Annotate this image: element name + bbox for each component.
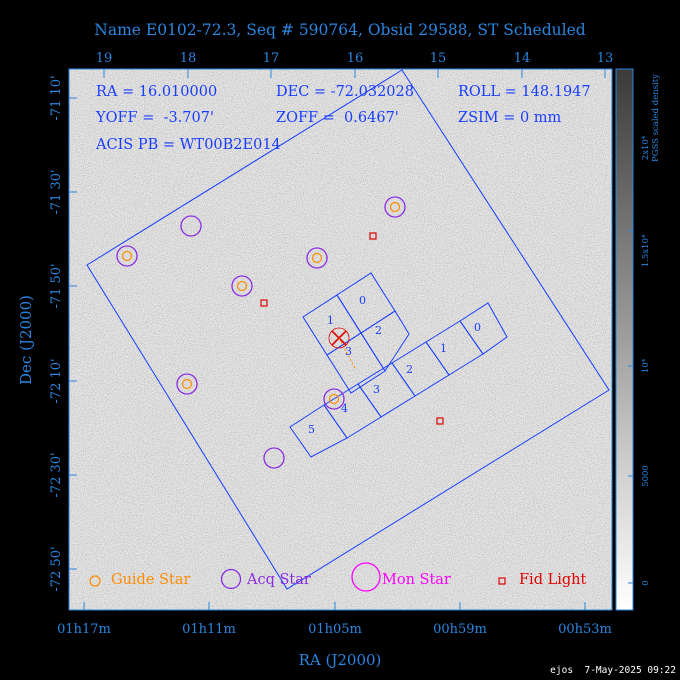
dec-tick-label: -71 30': [49, 169, 64, 214]
ra-tick-label: 01h17m: [57, 622, 111, 637]
top-tick-label: 14: [514, 51, 531, 66]
chip-label-i1: 1: [327, 314, 334, 327]
chip-i2: [360, 310, 410, 372]
dec-tick-label: -71 50': [49, 263, 64, 308]
guide-star: [328, 393, 340, 405]
legend-mon-icon: [351, 562, 381, 592]
chip-label-s1: 1: [440, 342, 447, 355]
ra-tick-label: 00h59m: [433, 622, 487, 637]
top-tick-label: 16: [347, 51, 364, 66]
chip-label-i0: 0: [359, 294, 366, 307]
x-axis-label: RA (J2000): [299, 651, 382, 669]
fid-light: [260, 299, 268, 307]
plot-title: Name E0102-72.3, Seq # 590764, Obsid 295…: [94, 21, 585, 39]
acis-s-array: [289, 302, 508, 458]
legend-mon-label: Mon Star: [382, 572, 451, 588]
legend-guide-label: Guide Star: [111, 572, 190, 588]
colorbar-tick: 1.5x10⁴: [641, 234, 651, 267]
info-zoff: ZOFF = 0.6467': [276, 110, 399, 126]
chip-s0: [459, 302, 508, 355]
info-yoff: YOFF = -3.707': [95, 110, 214, 126]
acq-star: [323, 388, 345, 410]
guide-star: [236, 280, 248, 292]
guide-star: [389, 201, 401, 213]
acq-star: [180, 215, 202, 237]
info-acis: ACIS PB = WT00B2E014: [95, 137, 281, 153]
acq-star: [231, 275, 253, 297]
colorbar-title-2: PGSS scaled density: [651, 74, 661, 162]
chip-label-s3: 3: [373, 383, 380, 396]
info-dec: DEC = -72.032028: [276, 84, 414, 100]
chip-label-s0: 0: [474, 321, 481, 334]
chip-label-i3: 3: [345, 345, 352, 358]
dec-tick-label: -72 30': [49, 452, 64, 497]
acq-star: [306, 247, 328, 269]
colorbar-title-1: 2x10⁴: [641, 135, 651, 160]
legend-acq-label: Acq Star: [246, 572, 311, 588]
dec-tick-label: -72 10': [49, 358, 64, 403]
legend-fid-icon: [498, 577, 506, 585]
dec-tick-label: -72 50': [49, 546, 64, 591]
guide-star: [181, 378, 193, 390]
legend-guide-icon: [89, 575, 101, 587]
chip-label-s5: 5: [308, 423, 315, 436]
y-axis-label: Dec (J2000): [17, 295, 35, 385]
info-ra: RA = 16.010000: [96, 84, 217, 100]
acis-i-array: [302, 272, 410, 394]
guide-star: [121, 250, 133, 262]
fid-light: [436, 417, 444, 425]
chip-label-s4: 4: [341, 402, 348, 415]
acq-star: [384, 196, 406, 218]
top-tick-label: 13: [597, 51, 614, 66]
target-marker: [328, 327, 357, 371]
acq-star: [176, 373, 198, 395]
acq-star: [263, 447, 285, 469]
top-axis: [103, 69, 606, 78]
top-tick-label: 15: [430, 51, 447, 66]
footer-timestamp: ejos 7-May-2025 09:22: [550, 665, 676, 676]
colorbar-tick: 0: [641, 580, 651, 585]
top-tick-label: 19: [96, 51, 113, 66]
chip-label-s2: 2: [406, 363, 413, 376]
colorbar-tick: 5000: [641, 465, 651, 487]
info-zsim: ZSIM = 0 mm: [458, 110, 562, 126]
top-tick-label: 17: [263, 51, 280, 66]
overlay-group: 0 1 2 3 0 1 2 3 4 5: [86, 69, 610, 590]
field-of-view-outline: [86, 69, 610, 590]
left-axis: [69, 97, 77, 570]
colorbar-tick: 10⁴: [641, 358, 651, 373]
legend: Guide Star Acq Star Mon Star Fid Light: [89, 562, 586, 592]
chip-label-i2: 2: [375, 324, 382, 337]
legend-acq-icon: [220, 568, 242, 590]
dec-tick-label: -71 10': [49, 75, 64, 120]
ra-tick-label: 01h05m: [308, 622, 362, 637]
colorbar-gradient: [615, 68, 634, 611]
acq-star: [116, 245, 138, 267]
guide-star: [311, 252, 323, 264]
fid-light: [369, 232, 377, 240]
info-roll: ROLL = 148.1947: [458, 84, 591, 100]
ra-tick-label: 01h11m: [182, 622, 236, 637]
legend-fid-label: Fid Light: [519, 572, 586, 588]
colorbar: 2x10⁴ PGSS scaled density 1.5x10⁴ 10⁴ 50…: [615, 68, 661, 611]
ra-tick-label: 00h53m: [558, 622, 612, 637]
plot-frame: [68, 68, 613, 611]
bottom-axis: [83, 602, 586, 610]
top-tick-label: 18: [180, 51, 197, 66]
